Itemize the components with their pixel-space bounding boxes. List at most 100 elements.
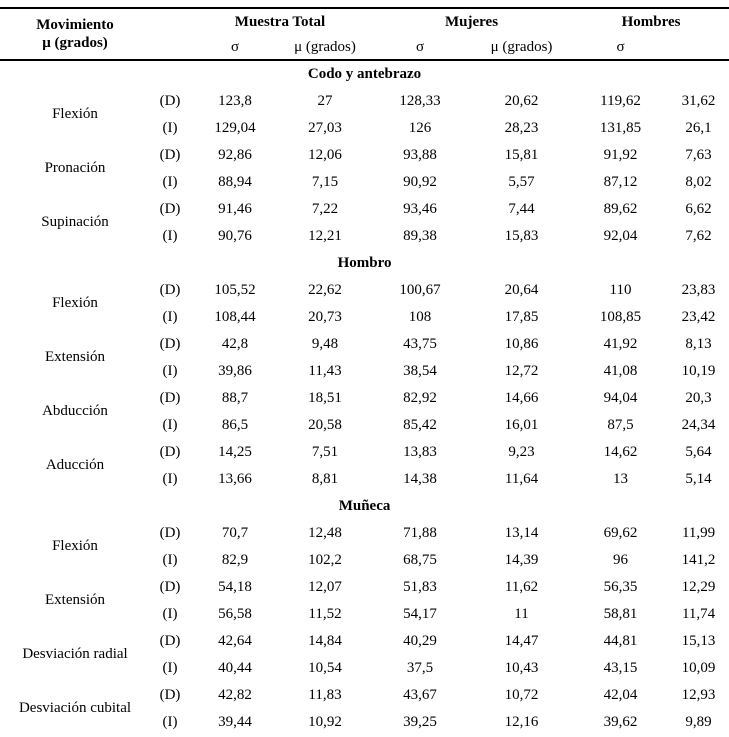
value-cell: 110 xyxy=(609,281,632,298)
sub-header-mujeres-sigma: σ xyxy=(415,38,425,55)
value-cell: 8,02 xyxy=(685,173,712,190)
value-cell: 12,06 xyxy=(308,146,342,163)
value-cell: 126 xyxy=(408,119,432,136)
value-cell: 15,83 xyxy=(504,227,539,244)
value-cell: 7,15 xyxy=(311,173,339,190)
table-row: Desviación cubital (D) 42,82 11,83 43,67 10,7… xyxy=(0,681,729,717)
side-label: (D) xyxy=(159,389,181,406)
side-label: (I) xyxy=(162,308,178,325)
side-label: (D) xyxy=(159,92,181,109)
side-label: (D) xyxy=(159,578,181,595)
side-label: (I) xyxy=(162,227,178,244)
value-cell: 20,73 xyxy=(308,308,342,325)
value-cell: 12,48 xyxy=(308,524,342,541)
value-cell: 14,84 xyxy=(308,632,342,649)
movement-label: Flexión xyxy=(52,295,98,311)
value-cell: 18,51 xyxy=(308,389,342,406)
value-cell: 14,47 xyxy=(504,632,539,649)
value-cell: 129,04 xyxy=(214,119,256,136)
value-cell: 38,54 xyxy=(403,362,437,379)
table-body: Codo y antebrazo Flexión (D) 123,8 27 128,33 2… xyxy=(0,60,729,735)
value-cell: 12,07 xyxy=(308,578,342,595)
value-cell: 56,58 xyxy=(218,605,252,622)
movement-label: Flexión xyxy=(52,106,98,122)
value-cell: 108,44 xyxy=(214,308,256,325)
value-cell: 11,74 xyxy=(681,605,716,622)
value-cell: 44,81 xyxy=(603,632,638,649)
value-cell: 10,72 xyxy=(504,686,539,703)
side-label: (D) xyxy=(159,146,181,163)
value-cell: 93,46 xyxy=(403,200,437,217)
value-cell: 87,12 xyxy=(603,173,638,190)
value-cell: 40,29 xyxy=(403,632,437,649)
table-row: Flexión (D) 105,52 22,62 100,67 20,64 110 23,83 xyxy=(0,276,729,312)
value-cell: 7,22 xyxy=(311,200,339,217)
value-cell: 14,25 xyxy=(218,443,252,460)
table-row: (I) 56,58 11,52 54,17 11 58,81 11,74 xyxy=(0,600,729,627)
value-cell: 87,5 xyxy=(607,416,634,433)
value-cell: 10,92 xyxy=(308,713,342,730)
value-cell: 13,66 xyxy=(218,470,252,487)
group-header-mujeres: Mujeres xyxy=(445,13,499,30)
movement-label: Supinación xyxy=(41,214,109,230)
value-cell: 27 xyxy=(317,92,333,109)
value-cell: 7,44 xyxy=(508,200,535,217)
value-cell: 39,62 xyxy=(603,713,638,730)
value-cell: 54,17 xyxy=(403,605,437,622)
value-cell: 10,86 xyxy=(504,335,539,352)
side-label: (D) xyxy=(159,632,181,649)
table-row: (I) 40,44 10,54 37,5 10,43 43,15 10,09 xyxy=(0,654,729,681)
side-label: (D) xyxy=(159,281,181,298)
value-cell: 20,62 xyxy=(504,92,539,109)
table-row: Aducción (D) 14,25 7,51 13,83 9,23 14,62 5,64 xyxy=(0,438,729,474)
table-row: Pronación (D) 92,86 12,06 93,88 15,81 91,92 7,6… xyxy=(0,141,729,177)
section-row: Codo y antebrazo xyxy=(0,60,729,87)
table-row: Extensión (D) 54,18 12,07 51,83 11,62 56,35 12,… xyxy=(0,573,729,609)
value-cell: 89,38 xyxy=(403,227,437,244)
movement-column-header-line1: Movimiento xyxy=(36,17,114,33)
value-cell: 42,82 xyxy=(218,686,252,703)
table-row: (I) 39,86 11,43 38,54 12,72 41,08 10,19 xyxy=(0,357,729,384)
value-cell: 123,8 xyxy=(218,92,252,109)
value-cell: 10,54 xyxy=(308,659,342,676)
side-label: (D) xyxy=(159,200,181,217)
value-cell: 90,92 xyxy=(403,173,437,190)
value-cell: 128,33 xyxy=(399,92,441,109)
value-cell: 24,34 xyxy=(681,416,716,433)
value-cell: 39,44 xyxy=(218,713,252,730)
side-column-header xyxy=(150,8,190,60)
value-cell: 39,25 xyxy=(403,713,437,730)
value-cell: 43,15 xyxy=(603,659,638,676)
value-cell: 119,62 xyxy=(600,92,641,109)
value-cell: 82,9 xyxy=(221,551,249,568)
side-label: (I) xyxy=(162,713,178,730)
group-header-hombres: Hombres xyxy=(621,13,681,30)
side-label: (I) xyxy=(162,659,178,676)
value-cell: 11 xyxy=(514,605,529,622)
value-cell: 23,42 xyxy=(681,308,716,325)
section-row: Muñeca xyxy=(0,492,729,519)
value-cell: 91,92 xyxy=(603,146,638,163)
movement-label: Flexión xyxy=(52,538,98,554)
value-cell: 12,21 xyxy=(308,227,342,244)
table-row: Flexión (D) 70,7 12,48 71,88 13,14 69,62 11,99 xyxy=(0,519,729,555)
value-cell: 27,03 xyxy=(308,119,342,136)
value-cell: 42,04 xyxy=(603,686,638,703)
value-cell: 5,14 xyxy=(685,470,712,487)
value-cell: 11,62 xyxy=(504,578,539,595)
table-row: Abducción (D) 88,7 18,51 82,92 14,66 94,04 20,3 xyxy=(0,384,729,420)
value-cell: 100,67 xyxy=(399,281,441,298)
sub-header-total-mu: μ (grados) xyxy=(294,38,356,55)
value-cell: 108 xyxy=(408,308,432,325)
value-cell: 12,29 xyxy=(681,578,716,595)
value-cell: 31,62 xyxy=(681,92,716,109)
value-cell: 94,04 xyxy=(603,389,638,406)
side-label: (I) xyxy=(162,416,178,433)
value-cell: 71,88 xyxy=(403,524,437,541)
movement-label: Desviación radial xyxy=(22,646,128,662)
sub-header-mujeres-mu: μ (grados) xyxy=(490,38,553,55)
value-cell: 85,42 xyxy=(403,416,437,433)
value-cell: 20,3 xyxy=(685,389,712,406)
value-cell: 41,92 xyxy=(603,335,638,352)
value-cell: 14,39 xyxy=(504,551,539,568)
